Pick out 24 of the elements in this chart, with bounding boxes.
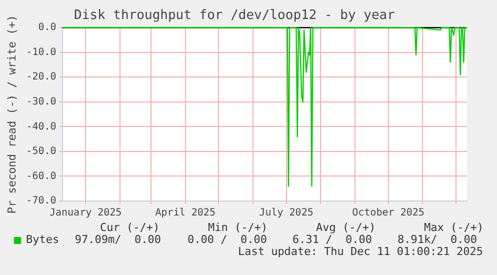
x-tick-label: October 2025: [352, 208, 424, 219]
x-tick-label: April 2025: [155, 208, 216, 219]
text: 0.00 / 0.00: [188, 233, 267, 246]
y-tick-label: -30.0: [26, 96, 56, 108]
y-tick-label: -40.0: [26, 121, 56, 132]
text: Avg (-/+): [316, 221, 376, 234]
y-tick-label: -60.0: [26, 170, 56, 182]
legend-label: Bytes: [26, 233, 60, 246]
y-tick-label: 0.0: [38, 22, 56, 34]
text: Last update: Thu Dec 11 01:00:21 2025: [238, 245, 483, 258]
x-tick-label: January 2025: [49, 208, 122, 219]
text: 8.91k/ 0.00: [398, 233, 477, 246]
text: 6.31 / 0.00: [292, 233, 372, 246]
text: Max (-/+): [424, 221, 484, 234]
y-tick-label: -20.0: [26, 72, 56, 83]
text: Cur (-/+): [100, 221, 160, 234]
text: Min (-/+): [208, 221, 268, 234]
y-axis-title: Pr second read (-) / write (+): [5, 14, 18, 214]
chart-title: Disk throughput for /dev/loop12 - by year: [74, 8, 396, 24]
y-tick-label: -50.0: [26, 146, 56, 158]
y-tick-label: -70.0: [26, 196, 56, 207]
y-tick-label: -10.0: [26, 46, 56, 58]
text: 97.09m/ 0.00: [74, 233, 161, 246]
x-tick-label: July 2025: [259, 208, 314, 219]
